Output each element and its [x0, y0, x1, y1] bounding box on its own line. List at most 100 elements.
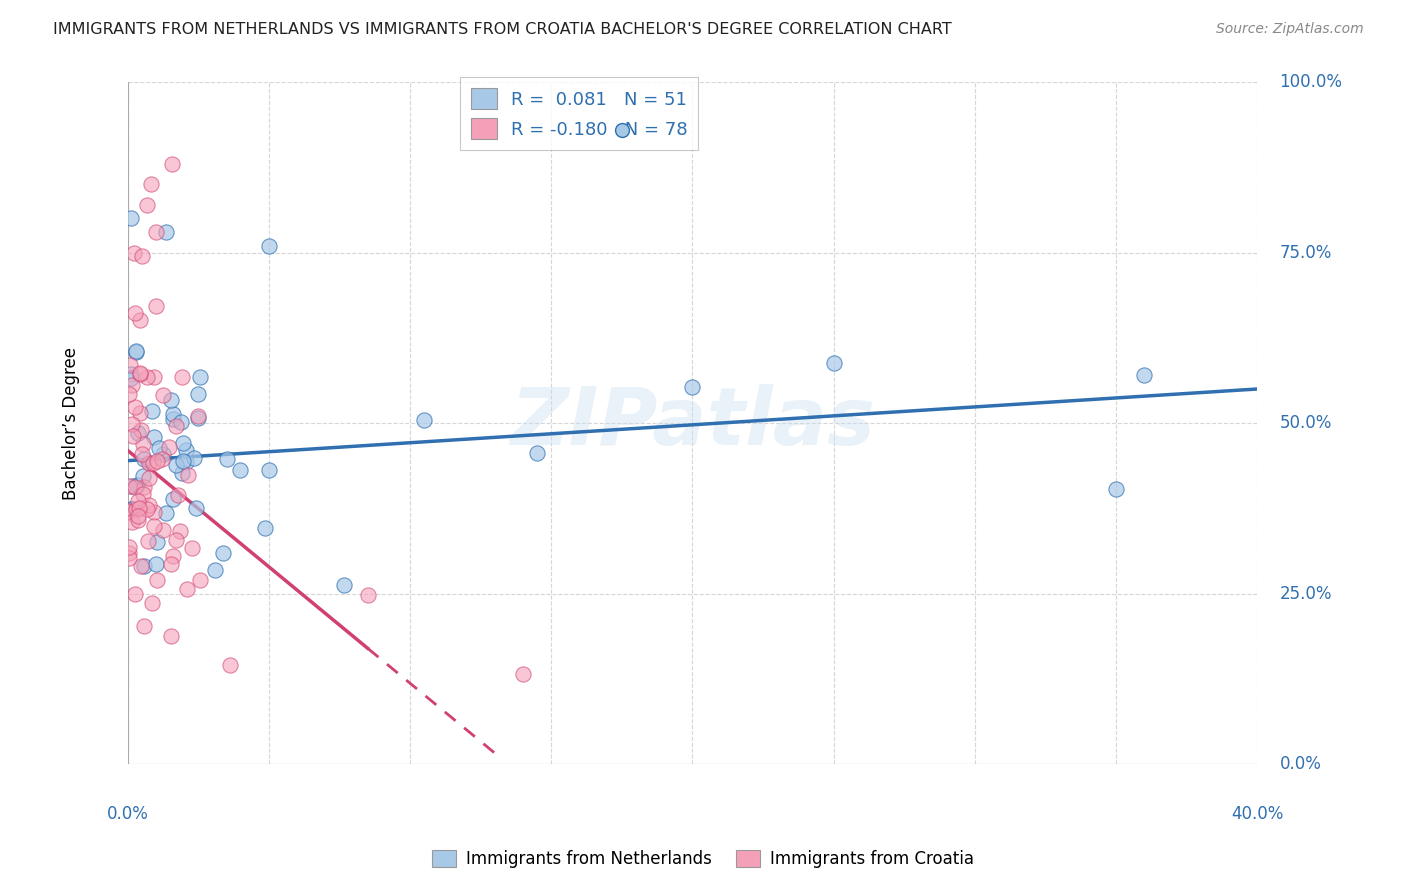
Point	[204, 563, 226, 577]
Point	[124, 587, 146, 601]
Point	[141, 178, 163, 192]
Point	[138, 456, 160, 470]
Point	[132, 437, 155, 451]
Point	[165, 419, 187, 434]
Point	[162, 412, 184, 426]
Point	[162, 549, 184, 563]
Point	[131, 559, 153, 574]
Point	[124, 306, 146, 320]
Text: Source: ZipAtlas.com: Source: ZipAtlas.com	[1216, 22, 1364, 37]
Point	[128, 501, 150, 516]
Point	[254, 521, 277, 535]
Point	[172, 435, 194, 450]
Text: 75.0%: 75.0%	[1279, 244, 1331, 261]
Point	[127, 513, 149, 527]
Point	[128, 367, 150, 381]
Point	[333, 578, 356, 592]
Text: Bachelor’s Degree: Bachelor’s Degree	[62, 347, 80, 500]
Point	[183, 450, 205, 465]
Point	[141, 404, 163, 418]
Point	[143, 430, 166, 444]
Point	[165, 458, 187, 472]
Point	[121, 515, 143, 529]
Text: 100.0%: 100.0%	[1279, 73, 1343, 91]
Point	[823, 356, 845, 370]
Point	[157, 440, 180, 454]
Point	[118, 504, 141, 518]
Point	[118, 540, 141, 554]
Text: 25.0%: 25.0%	[1279, 584, 1331, 603]
Point	[120, 367, 142, 381]
Point	[188, 370, 211, 384]
Point	[120, 371, 142, 385]
Point	[138, 471, 160, 485]
Point	[128, 312, 150, 326]
Point	[121, 502, 143, 516]
Point	[160, 558, 183, 572]
Point	[120, 501, 142, 516]
Point	[132, 619, 155, 633]
Point	[122, 245, 145, 260]
Text: 0.0%: 0.0%	[107, 805, 149, 823]
Point	[219, 657, 242, 672]
Point	[177, 467, 200, 482]
Point	[124, 480, 146, 494]
Point	[132, 480, 155, 494]
Point	[118, 358, 141, 372]
Point	[180, 541, 202, 556]
Point	[152, 524, 174, 538]
Point	[118, 546, 141, 560]
Point	[142, 370, 165, 384]
Point	[184, 500, 207, 515]
Point	[212, 546, 235, 560]
Point	[512, 666, 534, 681]
Point	[120, 211, 142, 226]
Point	[121, 429, 143, 443]
Text: 40.0%: 40.0%	[1230, 805, 1284, 823]
Point	[142, 456, 165, 470]
Text: ZIPatlas: ZIPatlas	[510, 384, 875, 462]
Point	[124, 401, 146, 415]
Point	[121, 479, 143, 493]
Point	[172, 466, 194, 480]
Text: IMMIGRANTS FROM NETHERLANDS VS IMMIGRANTS FROM CROATIA BACHELOR'S DEGREE CORRELA: IMMIGRANTS FROM NETHERLANDS VS IMMIGRANT…	[53, 22, 952, 37]
Point	[357, 588, 380, 602]
Point	[136, 534, 159, 549]
Point	[118, 551, 141, 566]
Point	[121, 417, 143, 431]
Point	[127, 425, 149, 440]
Point	[187, 387, 209, 401]
Point	[127, 478, 149, 492]
Point	[138, 499, 160, 513]
Point	[152, 387, 174, 401]
Point	[131, 447, 153, 461]
Point	[413, 413, 436, 427]
Point	[162, 407, 184, 421]
Point	[136, 198, 159, 212]
Point	[145, 225, 167, 239]
Point	[160, 392, 183, 407]
Point	[170, 415, 193, 429]
Point	[170, 370, 193, 384]
Point	[176, 582, 198, 596]
Point	[135, 370, 157, 384]
Text: 0.0%: 0.0%	[1279, 756, 1322, 773]
Point	[160, 157, 183, 171]
Point	[150, 452, 173, 467]
Point	[132, 469, 155, 483]
Point	[229, 463, 252, 477]
Point	[155, 506, 177, 520]
Point	[169, 524, 191, 538]
Point	[118, 479, 141, 493]
Point	[188, 573, 211, 587]
Point	[1133, 368, 1156, 383]
Point	[131, 249, 153, 263]
Point	[172, 454, 194, 468]
Point	[257, 238, 280, 252]
Point	[132, 487, 155, 501]
Legend: Immigrants from Netherlands, Immigrants from Croatia: Immigrants from Netherlands, Immigrants …	[426, 843, 980, 875]
Point	[128, 366, 150, 380]
Point	[187, 411, 209, 425]
Point	[215, 452, 238, 467]
Point	[174, 442, 197, 457]
